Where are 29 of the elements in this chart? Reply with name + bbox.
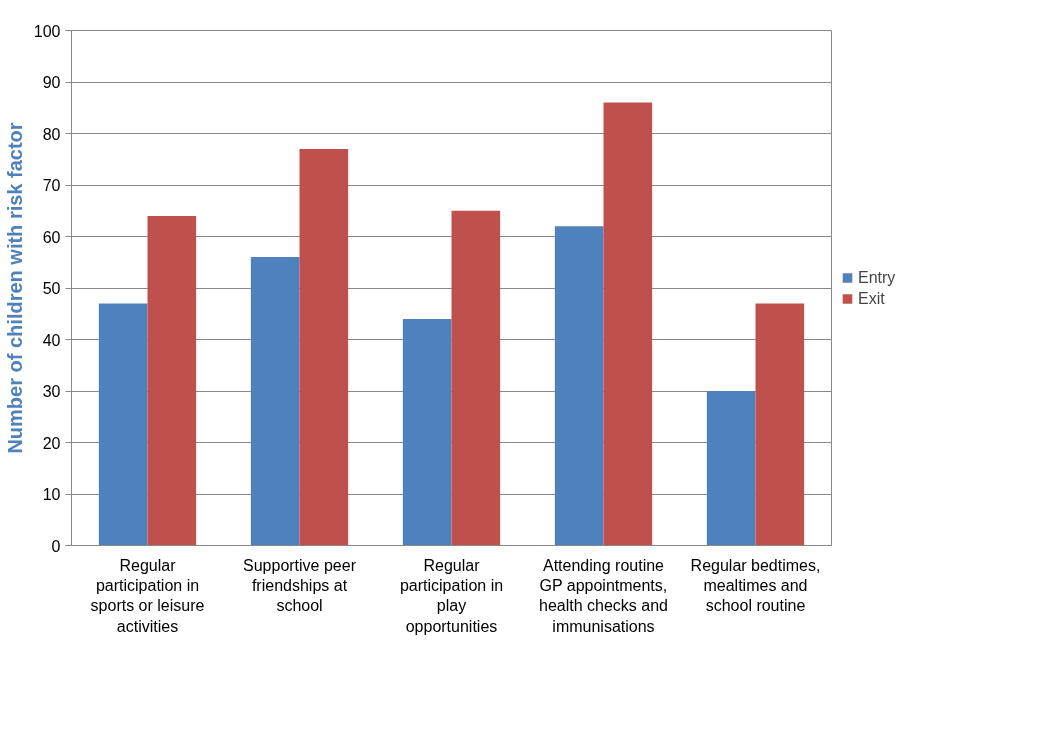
bar	[299, 148, 349, 546]
y-tick-label: 30	[42, 383, 61, 400]
bar	[706, 391, 756, 546]
y-tick-label: 0	[51, 537, 61, 555]
bar	[402, 318, 452, 546]
x-tick-label: Regular participation in play opportunities	[399, 556, 504, 635]
y-tick-label: 80	[42, 125, 61, 143]
y-axis-title: Number of children with risk factor	[3, 122, 26, 454]
bar	[554, 226, 604, 546]
x-tick-label: Attending routine GP appointments, health checks and immunisations	[539, 556, 668, 635]
y-tick-label: 70	[42, 177, 61, 194]
bar	[603, 102, 653, 546]
bar	[451, 210, 501, 546]
y-tick-label: 100	[33, 22, 61, 40]
y-tick-label: 90	[42, 74, 61, 91]
bar	[755, 303, 805, 546]
legend-label: Entry	[858, 268, 896, 286]
y-tick-label: 60	[42, 228, 61, 246]
x-tick-label: Regular participation in sports or leisure activities	[90, 556, 205, 635]
bar	[98, 303, 148, 546]
bar	[250, 257, 300, 546]
y-tick-label: 40	[42, 331, 61, 349]
x-tick-label: Regular bedtimes, mealtimes and school routine	[690, 556, 821, 615]
bar	[147, 215, 197, 546]
x-tick-label: Supportive peer friendships at school	[243, 556, 357, 615]
y-tick-label: 50	[42, 280, 61, 297]
y-tick-label: 10	[42, 486, 61, 503]
y-tick-label: 20	[42, 434, 61, 452]
legend-label: Exit	[858, 289, 885, 307]
